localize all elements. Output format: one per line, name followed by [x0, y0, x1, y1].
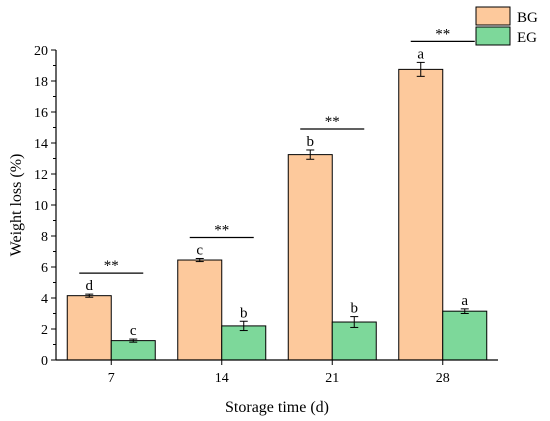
y-tick-label-2: 2: [41, 323, 48, 338]
y-tick-label-6: 6: [41, 261, 48, 276]
bar-bg-7: [66, 295, 112, 361]
bar-eg-21: [331, 321, 377, 361]
y-tick-label-0: 0: [41, 354, 48, 369]
bar-eg-28: [442, 310, 488, 361]
y-tick-label-10: 10: [34, 199, 48, 214]
letter-label-eg-28: a: [461, 293, 468, 309]
significance-stars-14: **: [214, 222, 229, 238]
legend-swatch-eg: [475, 26, 511, 46]
letter-label-eg-21: b: [351, 301, 359, 317]
plot-area: d c ** c b ** b b ** a a **: [66, 26, 488, 361]
significance-stars-21: **: [325, 114, 340, 130]
y-tick-label-4: 4: [41, 292, 48, 307]
bar-eg-7: [110, 340, 156, 361]
y-tick-label-8: 8: [41, 230, 48, 245]
bar-bg-14: [177, 259, 223, 361]
y-tick-label-14: 14: [34, 137, 48, 152]
x-tick-label-21: 21: [325, 371, 339, 386]
y-tick-label-20: 20: [34, 44, 48, 59]
legend: BG EG: [475, 6, 538, 46]
significance-stars-7: **: [104, 258, 119, 274]
bar-bg-21: [287, 154, 333, 361]
y-tick-label-18: 18: [34, 75, 48, 90]
letter-label-bg-7: d: [86, 278, 94, 294]
legend-swatch-bg: [475, 6, 511, 26]
x-tick-label-28: 28: [436, 371, 450, 386]
legend-label-eg: EG: [517, 30, 537, 46]
significance-stars-28: **: [435, 26, 450, 42]
x-tick-label-7: 7: [108, 371, 115, 386]
letter-label-bg-14: c: [196, 242, 203, 258]
y-tick-label-16: 16: [34, 106, 48, 121]
letter-label-bg-28: a: [417, 46, 424, 62]
y-axis-title: Weight loss (%): [8, 154, 25, 257]
x-tick-label-14: 14: [215, 371, 229, 386]
x-axis-title: Storage time (d): [225, 399, 329, 416]
letter-label-eg-7: c: [130, 323, 137, 339]
y-tick-label-12: 12: [34, 168, 48, 183]
axes: 0 2 4 6 8 10 12 14 16 18 20 7 14 21 28: [34, 44, 498, 386]
bar-bg-28: [398, 68, 444, 361]
letter-label-eg-14: b: [240, 305, 248, 321]
letter-label-bg-21: b: [307, 134, 315, 150]
legend-label-bg: BG: [517, 10, 538, 26]
